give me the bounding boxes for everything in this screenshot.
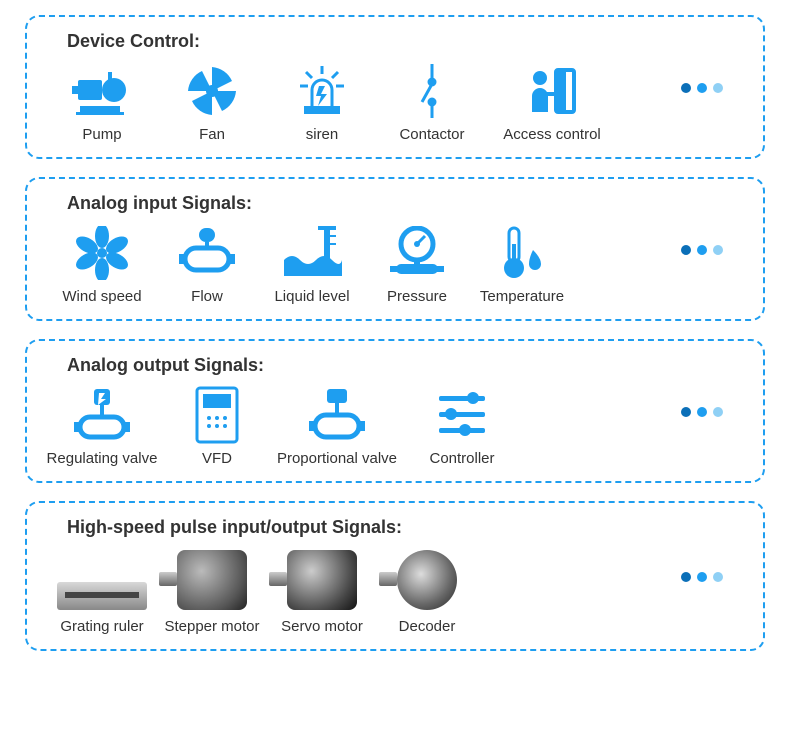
stepper-motor-icon <box>177 550 247 610</box>
item-label: Regulating valve <box>47 450 158 467</box>
item-label: Wind speed <box>62 288 141 305</box>
item-pump: Pump <box>47 64 157 143</box>
more-dots-icon <box>681 83 723 93</box>
dot-icon <box>713 407 723 417</box>
item-label: Fan <box>199 126 225 143</box>
pump-icon <box>67 64 137 118</box>
vfd-icon <box>182 388 252 442</box>
item-label: Temperature <box>480 288 564 305</box>
servo-motor-icon <box>287 550 357 610</box>
dot-icon <box>681 245 691 255</box>
item-fan: Fan <box>157 64 267 143</box>
flow-icon <box>172 226 242 280</box>
grating-ruler-icon <box>57 582 147 610</box>
item-wind-speed: Wind speed <box>47 226 157 305</box>
dot-icon <box>697 83 707 93</box>
item-label: Stepper motor <box>164 618 259 635</box>
item-stepper-motor: Stepper motor <box>157 550 267 635</box>
more-dots-icon <box>681 245 723 255</box>
item-label: Controller <box>429 450 494 467</box>
items-row: Wind speed Flow Liquid level Pressure Te… <box>37 226 753 305</box>
more-dots-icon <box>681 407 723 417</box>
panel-title: Analog output Signals: <box>67 355 753 376</box>
item-label: Servo motor <box>281 618 363 635</box>
item-access-control: Access control <box>487 64 617 143</box>
item-liquid-level: Liquid level <box>257 226 367 305</box>
item-decoder: Decoder <box>377 550 477 635</box>
panel-analog-input: Analog input Signals: Wind speed Flow Li… <box>25 177 765 321</box>
dot-icon <box>713 83 723 93</box>
item-label: VFD <box>202 450 232 467</box>
item-servo-motor: Servo motor <box>267 550 377 635</box>
liquid-level-icon <box>277 226 347 280</box>
item-label: siren <box>306 126 339 143</box>
panel-pulse-signals: High-speed pulse input/output Signals: G… <box>25 501 765 651</box>
panel-title: Device Control: <box>67 31 753 52</box>
items-row: Pump Fan siren Contactor Access control <box>37 64 753 143</box>
more-dots-icon <box>681 572 723 582</box>
item-label: Decoder <box>399 618 456 635</box>
item-controller: Controller <box>407 388 517 467</box>
panel-analog-output: Analog output Signals: Regulating valve … <box>25 339 765 483</box>
item-pressure: Pressure <box>367 226 467 305</box>
panel-device-control: Device Control: Pump Fan siren Contactor <box>25 15 765 159</box>
access-control-icon <box>517 64 587 118</box>
item-label: Pump <box>82 126 121 143</box>
items-row: Grating ruler Stepper motor Servo motor … <box>37 550 753 635</box>
contactor-icon <box>397 64 467 118</box>
item-flow: Flow <box>157 226 257 305</box>
wind-icon <box>67 226 137 280</box>
dot-icon <box>681 83 691 93</box>
item-temperature: Temperature <box>467 226 577 305</box>
proportional-valve-icon <box>302 388 372 442</box>
item-proportional-valve: Proportional valve <box>267 388 407 467</box>
items-row: Regulating valve VFD Proportional valve … <box>37 388 753 467</box>
item-label: Liquid level <box>274 288 349 305</box>
dot-icon <box>713 572 723 582</box>
fan-icon <box>177 64 247 118</box>
dot-icon <box>697 572 707 582</box>
temperature-icon <box>487 226 557 280</box>
item-label: Proportional valve <box>277 450 397 467</box>
panel-title: High-speed pulse input/output Signals: <box>67 517 753 538</box>
item-vfd: VFD <box>167 388 267 467</box>
panel-title: Analog input Signals: <box>67 193 753 214</box>
item-label: Contactor <box>399 126 464 143</box>
dot-icon <box>713 245 723 255</box>
item-siren: siren <box>267 64 377 143</box>
dot-icon <box>697 245 707 255</box>
item-grating-ruler: Grating ruler <box>47 550 157 635</box>
item-label: Grating ruler <box>60 618 143 635</box>
item-label: Flow <box>191 288 223 305</box>
decoder-icon <box>397 550 457 610</box>
siren-icon <box>287 64 357 118</box>
dot-icon <box>697 407 707 417</box>
sliders-icon <box>427 388 497 442</box>
item-contactor: Contactor <box>377 64 487 143</box>
item-regulating-valve: Regulating valve <box>37 388 167 467</box>
regulating-valve-icon <box>67 388 137 442</box>
dot-icon <box>681 572 691 582</box>
pressure-gauge-icon <box>382 226 452 280</box>
item-label: Access control <box>503 126 601 143</box>
item-label: Pressure <box>387 288 447 305</box>
dot-icon <box>681 407 691 417</box>
